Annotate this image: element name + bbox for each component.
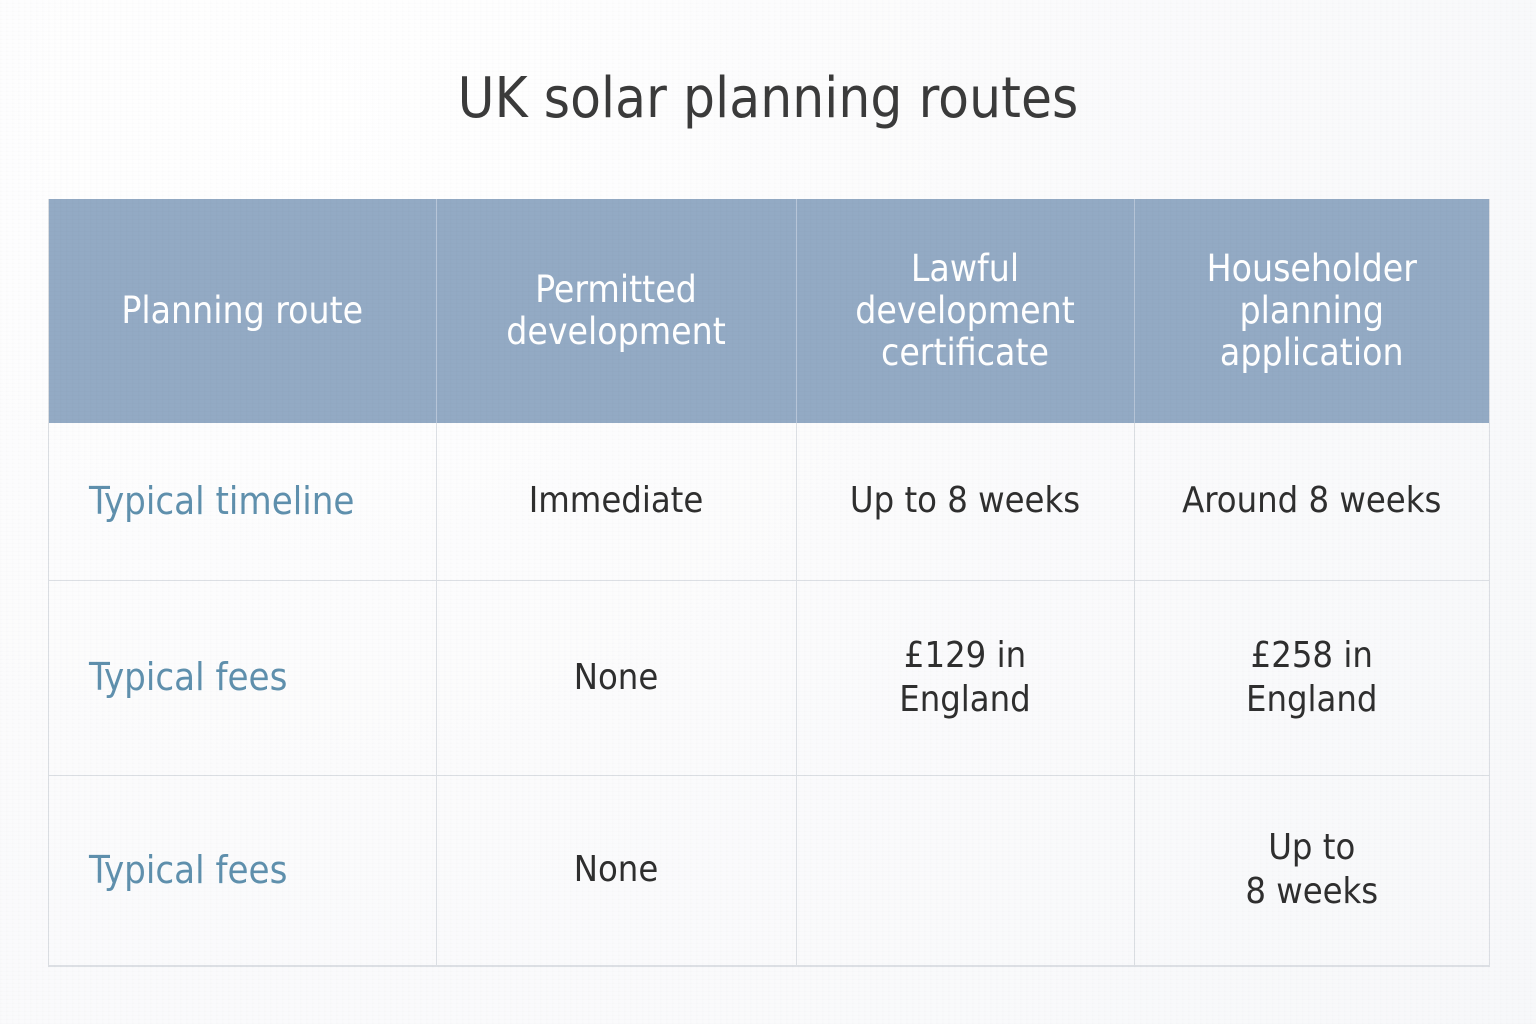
column-header-permitted-development: Permitted development xyxy=(436,199,797,423)
cell-fees-lawful-development-certificate-line2: England xyxy=(899,678,1031,720)
cell-timeline-permitted-development: Immediate xyxy=(436,423,797,581)
column-header-householder-planning-application-line3: application xyxy=(1219,330,1404,374)
cell-fees2-householder-planning-application: Up to 8 weeks xyxy=(1134,775,1489,966)
cell-timeline-householder-planning-application: Around 8 weeks xyxy=(1134,423,1489,581)
planning-routes-table: Planning route Permitted development Law… xyxy=(49,199,1489,966)
table-header: Planning route Permitted development Law… xyxy=(49,199,1489,423)
cell-fees-lawful-development-certificate-line1: £129 in xyxy=(903,634,1027,676)
cell-timeline-lawful-development-certificate: Up to 8 weeks xyxy=(796,423,1135,581)
cell-fees-householder-planning-application: £258 in England xyxy=(1134,580,1489,776)
table-row: Typical fees None Up to xyxy=(49,775,1489,966)
column-header-permitted-development-line2: development xyxy=(506,310,726,353)
planning-routes-table-container: Planning route Permitted development Law… xyxy=(48,199,1490,967)
table-body: Typical timeline Immediate Up to 8 weeks xyxy=(49,423,1489,966)
row-label-typical-fees-1: Typical fees xyxy=(49,580,437,776)
column-header-lawful-development-certificate: Lawful development certificate xyxy=(796,199,1135,423)
column-header-lawful-development-certificate-line3: certificate xyxy=(881,330,1049,374)
cell-timeline-lawful-development-certificate-line1: Up to 8 weeks xyxy=(849,480,1081,522)
table-row: Typical fees None £129 in England xyxy=(49,580,1489,776)
cell-fees2-permitted-development: None xyxy=(436,775,797,966)
cell-timeline-permitted-development-line1: Immediate xyxy=(528,480,704,522)
cell-fees2-permitted-development-line1: None xyxy=(573,849,659,891)
column-header-lawful-development-certificate-line2: development xyxy=(855,289,1075,333)
column-header-planning-route-line1: Planning route xyxy=(121,289,364,333)
row-label-typical-timeline: Typical timeline xyxy=(49,423,437,581)
cell-fees-permitted-development: None xyxy=(436,580,797,776)
cell-fees2-householder-planning-application-line2: 8 weeks xyxy=(1245,871,1379,912)
cell-fees-householder-planning-application-line1: £258 in xyxy=(1250,634,1373,676)
column-header-householder-planning-application-line2: planning xyxy=(1239,289,1384,333)
column-header-householder-planning-application-line1: Householder xyxy=(1206,247,1417,291)
header-row: Planning route Permitted development Law… xyxy=(49,199,1489,423)
row-label-typical-fees-2: Typical fees xyxy=(49,775,437,966)
cell-fees2-householder-planning-application-line1: Up to xyxy=(1268,827,1356,869)
cell-fees-householder-planning-application-line2: England xyxy=(1245,678,1378,720)
column-header-lawful-development-certificate-line1: Lawful xyxy=(910,247,1020,291)
cell-fees-lawful-development-certificate: £129 in England xyxy=(796,580,1135,776)
column-header-planning-route: Planning route xyxy=(49,199,437,423)
column-header-householder-planning-application: Householder planning application xyxy=(1134,199,1489,423)
cell-fees2-lawful-development-certificate xyxy=(796,775,1135,966)
cell-fees-permitted-development-line1: None xyxy=(573,656,659,698)
cell-timeline-householder-planning-application-line1: Around 8 weeks xyxy=(1182,480,1442,522)
column-header-permitted-development-line1: Permitted xyxy=(535,268,697,312)
page-title: UK solar planning routes xyxy=(457,66,1079,131)
table-row: Typical timeline Immediate Up to 8 weeks xyxy=(49,423,1489,581)
